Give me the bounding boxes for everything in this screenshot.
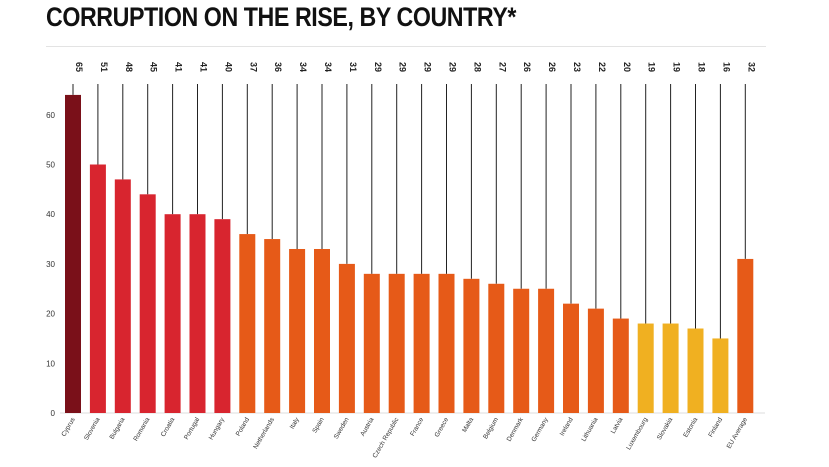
category-label: Croatia bbox=[160, 416, 177, 438]
bar bbox=[463, 278, 480, 413]
category-label: Romania bbox=[132, 416, 151, 442]
bar bbox=[388, 273, 405, 413]
category-label: Portugal bbox=[183, 416, 201, 441]
data-label: 48 bbox=[124, 62, 134, 72]
bar bbox=[687, 328, 704, 413]
category-label: Cyprus bbox=[60, 416, 77, 438]
label-leader-lines bbox=[72, 84, 746, 339]
bar bbox=[438, 273, 455, 413]
bar bbox=[488, 283, 505, 413]
category-label: Finland bbox=[707, 416, 724, 438]
category-labels: Cyprus Slovenia Bulgaria Romania Croatia Port… bbox=[60, 416, 749, 460]
bar bbox=[239, 234, 256, 413]
bar bbox=[712, 338, 729, 413]
y-tick-label: 30 bbox=[46, 260, 55, 269]
category-label: Germany bbox=[530, 416, 550, 443]
bar bbox=[89, 164, 106, 413]
bar bbox=[538, 288, 555, 413]
category-label: Estonia bbox=[682, 416, 699, 439]
y-tick-label: 40 bbox=[46, 210, 55, 219]
data-label: 36 bbox=[273, 62, 283, 72]
bar bbox=[587, 308, 604, 413]
category-label: Malta bbox=[461, 416, 475, 434]
data-label: 26 bbox=[547, 62, 557, 72]
bar bbox=[164, 214, 181, 413]
data-label: 20 bbox=[622, 62, 632, 72]
bar bbox=[289, 248, 306, 413]
category-label: Netherlands bbox=[252, 416, 276, 451]
data-label: 37 bbox=[248, 62, 258, 72]
bar bbox=[413, 273, 430, 413]
data-label: 41 bbox=[199, 62, 209, 72]
bar bbox=[139, 194, 156, 413]
title-divider bbox=[46, 46, 766, 47]
category-label: Slovakia bbox=[656, 416, 675, 441]
data-label: 34 bbox=[298, 62, 308, 72]
category-label: Luxembourg bbox=[625, 416, 649, 451]
y-tick-label: 20 bbox=[46, 310, 55, 319]
bar bbox=[189, 214, 206, 413]
data-label: 16 bbox=[721, 62, 731, 72]
category-label: Denmark bbox=[506, 416, 526, 443]
category-label: Hungary bbox=[208, 416, 227, 441]
data-label: 22 bbox=[597, 62, 607, 72]
data-label: 29 bbox=[398, 62, 408, 72]
data-label: 19 bbox=[672, 62, 682, 72]
bar bbox=[214, 219, 231, 413]
category-label: Austria bbox=[359, 416, 375, 437]
bar bbox=[612, 318, 629, 413]
y-tick-label: 60 bbox=[46, 111, 55, 120]
y-tick-label: 50 bbox=[46, 161, 55, 170]
bars bbox=[65, 94, 754, 414]
data-label: 32 bbox=[746, 62, 756, 72]
data-labels: 65 51 48 45 41 41 40 37 36 34 34 31 29 29 29 29 28 27 26 26… bbox=[74, 62, 756, 72]
category-label: Poland bbox=[235, 416, 251, 437]
bar bbox=[65, 94, 81, 414]
data-label: 45 bbox=[149, 62, 159, 72]
data-label: 29 bbox=[423, 62, 433, 72]
bar bbox=[114, 179, 131, 413]
category-label: France bbox=[409, 416, 425, 437]
data-label: 34 bbox=[323, 62, 333, 72]
category-label: Bulgaria bbox=[109, 416, 127, 440]
data-label: 23 bbox=[572, 62, 582, 72]
category-label: Greece bbox=[434, 416, 451, 438]
category-label: Belgium bbox=[482, 417, 500, 441]
y-tick-label: 0 bbox=[51, 409, 56, 418]
category-label: EU Average bbox=[726, 416, 750, 450]
data-label: 40 bbox=[223, 62, 233, 72]
bar bbox=[264, 239, 281, 413]
bar bbox=[637, 323, 654, 413]
category-label: Ireland bbox=[559, 416, 575, 437]
category-label: Slovenia bbox=[83, 416, 102, 441]
category-label: Czech Republic bbox=[372, 416, 401, 460]
data-label: 31 bbox=[348, 62, 358, 72]
data-label: 51 bbox=[99, 62, 109, 72]
category-label: Italy bbox=[289, 416, 301, 430]
bar bbox=[662, 323, 679, 413]
data-label: 19 bbox=[647, 62, 657, 72]
data-label: 29 bbox=[373, 62, 383, 72]
data-label: 18 bbox=[697, 62, 707, 72]
chart-title: CORRUPTION ON THE RISE, BY COUNTRY* bbox=[46, 2, 517, 32]
category-label: Lithuania bbox=[580, 416, 599, 443]
y-tick-label: 10 bbox=[46, 359, 55, 368]
bar bbox=[338, 263, 355, 413]
data-label: 29 bbox=[448, 62, 458, 72]
category-label: Sweden bbox=[333, 416, 351, 440]
data-label: 27 bbox=[497, 62, 507, 72]
category-label: Spain bbox=[311, 416, 326, 434]
category-label: Latvia bbox=[610, 416, 625, 435]
data-label: 28 bbox=[472, 62, 482, 72]
bar bbox=[563, 303, 579, 413]
data-label: 65 bbox=[74, 62, 84, 72]
bar bbox=[513, 288, 530, 413]
data-label: 26 bbox=[522, 62, 532, 72]
data-label: 41 bbox=[174, 62, 184, 72]
bar bbox=[314, 248, 330, 413]
bar bbox=[737, 258, 754, 413]
bar bbox=[363, 273, 380, 413]
